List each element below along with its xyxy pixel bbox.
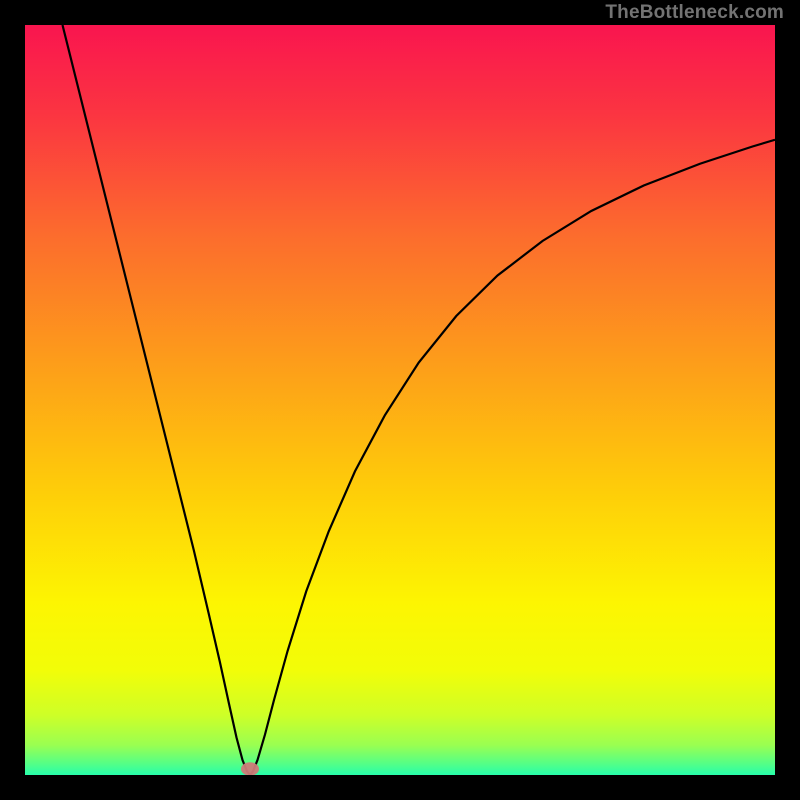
watermark-text: TheBottleneck.com: [605, 2, 784, 24]
bottleneck-chart: [25, 25, 775, 775]
plot-background: [25, 25, 775, 775]
chart-frame: TheBottleneck.com: [0, 0, 800, 800]
